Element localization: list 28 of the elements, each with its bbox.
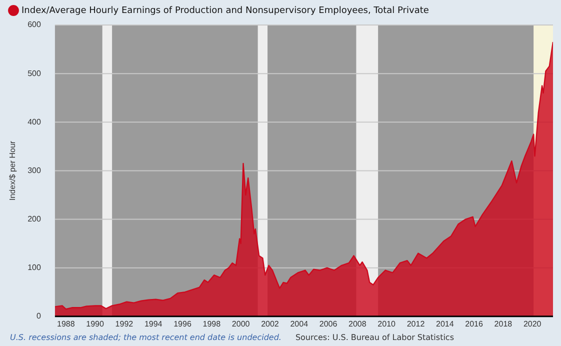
x-tick-label: 1994 xyxy=(144,319,163,328)
x-tick-label: 1988 xyxy=(56,319,76,328)
y-tick-label: 200 xyxy=(28,214,42,224)
y-tick-label: 100 xyxy=(28,263,42,272)
x-tick-label: 2014 xyxy=(436,319,454,328)
x-tick-label: 2002 xyxy=(261,319,280,328)
source-note: Sources: U.S. Bureau of Labor Statistics xyxy=(295,333,454,342)
legend-label: Index/Average Hourly Earnings of Production and Nonsupervisory Employees, Total Private xyxy=(22,6,430,16)
y-tick-label: 0 xyxy=(36,312,42,321)
x-tick-label: 2020 xyxy=(523,319,542,328)
y-tick-label: 500 xyxy=(28,68,42,78)
text: U.S. recessions are shaded; the most recent end date is undecided. xyxy=(10,333,282,342)
x-tick-label: 2000 xyxy=(232,319,250,328)
y-tick-label: 300 xyxy=(28,166,42,175)
x-tick-label: 2006 xyxy=(319,319,338,328)
x-tick-label: 2010 xyxy=(378,319,396,328)
x-tick-label: 2008 xyxy=(348,319,367,328)
x-tick-label: 2016 xyxy=(465,319,484,328)
x-tick-label: 1996 xyxy=(174,319,192,328)
x-tick-label: 1990 xyxy=(86,319,104,328)
x-tick-label: 2018 xyxy=(494,319,513,328)
x-tick-label: 1992 xyxy=(115,319,134,328)
x-tick-label: 1998 xyxy=(202,319,222,328)
x-tick-label: 2012 xyxy=(406,319,426,328)
x-tick-label: 2004 xyxy=(290,319,309,328)
y-tick-label: 600 xyxy=(28,20,42,30)
y-tick-label: 400 xyxy=(28,117,42,126)
y-axis-title: Index/$ per Hour xyxy=(8,140,18,200)
